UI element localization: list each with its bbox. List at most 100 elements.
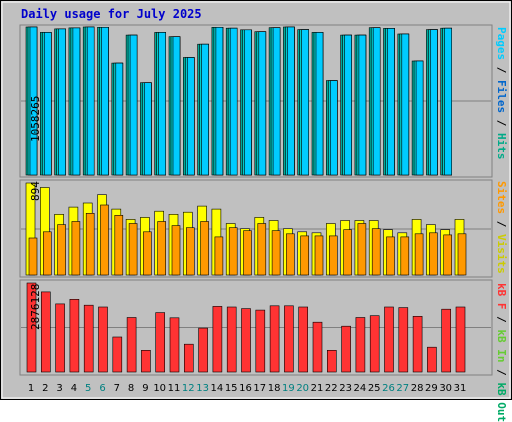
bar-pages <box>344 34 352 176</box>
bar-pages <box>72 27 81 176</box>
bar-sites <box>243 230 252 276</box>
bar-sites <box>300 235 310 276</box>
bar-pages <box>172 36 181 176</box>
x-tick-label: 26 <box>382 383 395 394</box>
legend-sep: / <box>495 362 508 383</box>
bar-sites <box>114 215 124 276</box>
bar-kbf <box>169 317 180 373</box>
bar-kbf <box>341 325 351 373</box>
bar-kbf <box>427 346 437 373</box>
bar-kbf <box>312 321 323 373</box>
bar-kbf <box>40 291 51 373</box>
bar-sites <box>42 231 52 276</box>
bar-kbf <box>241 308 251 373</box>
middle-ylabel: 894 <box>29 181 42 201</box>
bar-kbf <box>384 306 394 373</box>
bar-sites <box>128 223 138 276</box>
bar-pages <box>129 34 138 176</box>
bar-pages <box>101 26 109 176</box>
x-tick-label: 3 <box>56 383 63 394</box>
bar-sites <box>314 235 324 276</box>
x-tick-label: 12 <box>181 383 195 394</box>
bar-sites <box>143 231 152 276</box>
bar-pages <box>387 28 395 176</box>
bar-pages <box>272 27 281 176</box>
x-tick-label: 24 <box>353 383 367 394</box>
x-tick-label: 17 <box>253 383 267 394</box>
bar-kbf <box>369 315 380 373</box>
top-ylabel: 1058265 <box>29 95 42 142</box>
bar-sites <box>171 225 181 276</box>
bar-pages <box>158 32 166 176</box>
legend-kbout: kB Out <box>495 382 508 422</box>
bar-pages <box>215 26 224 176</box>
bar-kbf <box>284 305 294 373</box>
legend-kbin: kB In <box>495 329 508 363</box>
legend-sep: / <box>495 60 508 80</box>
bar-pages <box>86 26 95 176</box>
bottom-ylabel: 2876128 <box>29 283 42 330</box>
bar-kbf <box>55 303 65 373</box>
bar-sites <box>157 221 166 276</box>
legend-pages: Pages <box>495 27 508 61</box>
x-tick-label: 8 <box>127 383 135 394</box>
bar-sites <box>57 224 66 276</box>
bar-sites <box>357 223 367 276</box>
x-tick-label: 28 <box>410 383 424 394</box>
x-tick-label: 13 <box>196 383 209 394</box>
x-tick-label: 27 <box>396 383 410 394</box>
bar-sites <box>343 229 352 276</box>
bar-kbf <box>26 282 37 373</box>
bar-pages <box>315 32 324 176</box>
legend-sep: / <box>495 214 508 234</box>
legend-kbf: kB F <box>495 283 508 310</box>
x-tick-label: 23 <box>339 383 352 394</box>
x-tick-label: 7 <box>113 383 120 394</box>
legend-visits: Visits <box>495 234 508 274</box>
bar-pages <box>329 80 338 176</box>
bar-kbf <box>326 349 337 373</box>
bar-kbf <box>155 312 165 373</box>
bar-kbf <box>255 309 266 373</box>
x-tick-label: 1 <box>27 383 35 394</box>
bar-sites <box>328 235 338 276</box>
bar-sites <box>286 233 295 276</box>
bar-kbf <box>83 304 94 373</box>
x-tick-label: 6 <box>99 383 106 394</box>
bar-sites <box>429 232 438 276</box>
x-tick-label: 15 <box>224 383 238 394</box>
bar-pages <box>43 32 52 176</box>
bar-sites <box>228 227 238 276</box>
x-tick-label: 4 <box>70 383 78 394</box>
bar-kbf <box>441 308 452 373</box>
bar-sites <box>443 234 453 276</box>
x-tick-label: 31 <box>453 383 467 394</box>
bar-sites <box>85 213 95 276</box>
bar-pages <box>430 29 438 176</box>
bar-sites <box>100 204 109 276</box>
x-tick-label: 16 <box>239 383 252 394</box>
bar-sites <box>186 227 195 276</box>
bar-sites <box>271 230 281 276</box>
bar-pages <box>444 27 453 176</box>
x-tick-label: 9 <box>142 383 149 394</box>
x-tick-label: 18 <box>267 383 281 394</box>
x-tick-label: 29 <box>425 383 438 394</box>
x-tick-label: 25 <box>367 383 381 394</box>
bar-pages <box>372 27 381 176</box>
bar-kbf <box>212 306 223 373</box>
bar-pages <box>29 26 38 176</box>
bar-pages <box>358 34 367 176</box>
bar-sites <box>214 236 224 276</box>
bar-sites <box>28 237 38 276</box>
bar-kbf <box>355 317 366 373</box>
x-tick-label: 10 <box>153 383 167 394</box>
bar-sites <box>457 233 467 276</box>
legend-sep: / <box>495 113 508 133</box>
legend-hits: Hits <box>495 133 508 160</box>
bar-kbf <box>298 306 309 373</box>
bar-kbf <box>184 343 194 373</box>
bar-pages <box>301 29 310 176</box>
bar-kbf <box>269 305 280 373</box>
bar-kbf <box>455 306 466 373</box>
